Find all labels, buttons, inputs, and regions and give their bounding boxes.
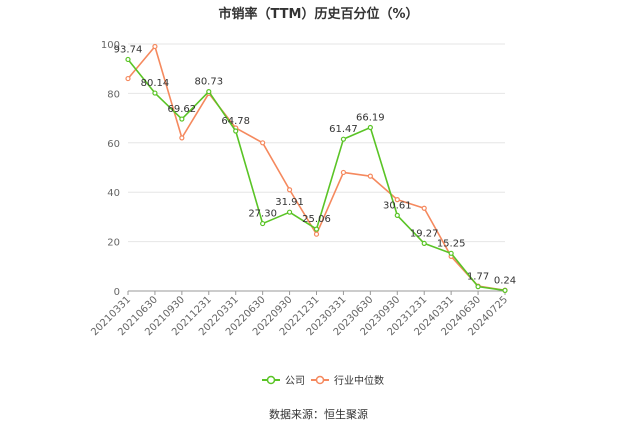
legend-industry-median-label: 行业中位数 bbox=[334, 374, 384, 387]
company-point bbox=[421, 240, 427, 247]
company-point bbox=[340, 136, 347, 142]
data-label: 93.74 bbox=[114, 44, 143, 55]
data-label: 66.19 bbox=[356, 113, 385, 124]
data-label: 69.62 bbox=[168, 104, 197, 115]
y-tick-label: 40 bbox=[107, 188, 120, 199]
company-point bbox=[394, 212, 400, 218]
industry-median-point bbox=[125, 75, 131, 82]
industry-median-point bbox=[286, 187, 293, 193]
data-label: 80.14 bbox=[141, 78, 170, 89]
y-tick-label: 60 bbox=[107, 139, 120, 150]
industry-median-point bbox=[394, 197, 400, 203]
data-label: 1.77 bbox=[467, 272, 489, 283]
industry-median-point bbox=[179, 135, 185, 141]
company-point bbox=[313, 226, 320, 232]
legend-industry-median-marker-icon bbox=[315, 375, 325, 385]
company-point bbox=[367, 124, 373, 131]
data-label: 64.78 bbox=[221, 116, 250, 127]
data-label: 0.24 bbox=[494, 275, 516, 286]
company-point bbox=[286, 209, 293, 215]
company-point bbox=[502, 287, 508, 294]
data-label: 25.06 bbox=[302, 214, 331, 225]
y-tick-label: 0 bbox=[114, 287, 120, 298]
company-point bbox=[260, 220, 266, 227]
company-point bbox=[125, 56, 131, 63]
company-point bbox=[475, 284, 481, 290]
y-tick-label: 20 bbox=[107, 238, 120, 249]
company-point bbox=[152, 90, 158, 96]
industry-median-point bbox=[340, 169, 347, 176]
company-point bbox=[179, 116, 185, 122]
legend-company-label: 公司 bbox=[285, 376, 305, 387]
chart-title: 市销率（TTM）历史百分位（%） bbox=[218, 7, 419, 22]
industry-median-point bbox=[313, 231, 320, 237]
company-point bbox=[448, 250, 454, 256]
industry-median-point bbox=[152, 43, 158, 50]
data-label: 15.25 bbox=[437, 238, 466, 249]
industry-median-point bbox=[260, 140, 266, 146]
y-tick-label: 80 bbox=[107, 89, 120, 100]
data-label: 31.91 bbox=[275, 197, 304, 208]
data-label: 61.47 bbox=[329, 124, 358, 135]
company-series-line bbox=[127, 58, 506, 292]
data-label: 27.30 bbox=[248, 209, 277, 220]
y-tick-label: 100 bbox=[101, 40, 120, 51]
legend-company-marker-icon bbox=[266, 375, 276, 385]
data-label: 30.61 bbox=[383, 200, 412, 211]
data-label: 19.27 bbox=[410, 228, 439, 239]
industry-median-series-line bbox=[127, 45, 506, 292]
data-source-note: 数据来源：恒生聚源 bbox=[269, 408, 368, 421]
company-point bbox=[233, 128, 239, 134]
company-point bbox=[206, 88, 212, 95]
industry-median-point bbox=[367, 173, 373, 179]
industry-median-point bbox=[421, 205, 427, 211]
data-label: 80.73 bbox=[194, 77, 223, 88]
